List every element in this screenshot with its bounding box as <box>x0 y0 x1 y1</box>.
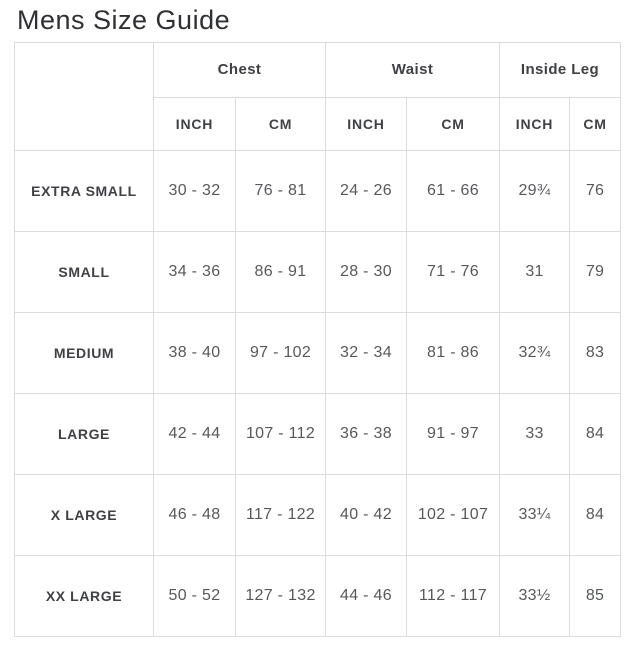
row-label-xx-large: XX LARGE <box>14 554 154 637</box>
cell-chest-inch: 38 - 40 <box>153 311 236 394</box>
unit-header-waist-cm: CM <box>405 96 501 151</box>
cell-insideleg-cm: 83 <box>569 311 622 394</box>
unit-header-chest-cm: CM <box>235 96 326 151</box>
cell-waist-cm: 81 - 86 <box>405 311 501 394</box>
cell-insideleg-cm: 79 <box>569 230 622 313</box>
cell-chest-inch: 34 - 36 <box>153 230 236 313</box>
cell-waist-inch: 32 - 34 <box>325 311 407 394</box>
cell-chest-cm: 107 - 112 <box>235 392 326 475</box>
table-row-small: SMALL 34 - 36 86 - 91 28 - 30 71 - 76 31… <box>14 230 622 313</box>
cell-insideleg-inch: 33¼ <box>499 473 571 556</box>
row-label-large: LARGE <box>14 392 154 475</box>
cell-chest-cm: 117 - 122 <box>235 473 326 556</box>
unit-header-waist-inch: INCH <box>325 96 407 151</box>
row-label-small: SMALL <box>14 230 154 313</box>
cell-waist-inch: 44 - 46 <box>325 554 407 637</box>
cell-chest-inch: 42 - 44 <box>153 392 236 475</box>
cell-chest-cm: 86 - 91 <box>235 230 326 313</box>
cell-waist-cm: 112 - 117 <box>405 554 501 637</box>
cell-waist-cm: 91 - 97 <box>405 392 501 475</box>
column-group-inside-leg: Inside Leg <box>499 41 622 98</box>
table-row-xx-large: XX LARGE 50 - 52 127 - 132 44 - 46 112 -… <box>14 554 622 637</box>
unit-header-insideleg-cm: CM <box>569 96 622 151</box>
table-row-large: LARGE 42 - 44 107 - 112 36 - 38 91 - 97 … <box>14 392 622 475</box>
column-group-chest: Chest <box>153 41 326 98</box>
cell-waist-cm: 102 - 107 <box>405 473 501 556</box>
cell-waist-cm: 71 - 76 <box>405 230 501 313</box>
unit-header-chest-inch: INCH <box>153 96 236 151</box>
table-row-extra-small: EXTRA SMALL 30 - 32 76 - 81 24 - 26 61 -… <box>14 149 622 232</box>
cell-chest-inch: 46 - 48 <box>153 473 236 556</box>
cell-insideleg-inch: 31 <box>499 230 571 313</box>
cell-waist-inch: 24 - 26 <box>325 149 407 232</box>
cell-chest-inch: 30 - 32 <box>153 149 236 232</box>
cell-waist-cm: 61 - 66 <box>405 149 501 232</box>
cell-chest-cm: 76 - 81 <box>235 149 326 232</box>
cell-insideleg-cm: 85 <box>569 554 622 637</box>
cell-insideleg-inch: 33½ <box>499 554 571 637</box>
cell-insideleg-cm: 76 <box>569 149 622 232</box>
cell-chest-cm: 127 - 132 <box>235 554 326 637</box>
cell-chest-cm: 97 - 102 <box>235 311 326 394</box>
cell-insideleg-cm: 84 <box>569 392 622 475</box>
table-row-x-large: X LARGE 46 - 48 117 - 122 40 - 42 102 - … <box>14 473 622 556</box>
cell-waist-inch: 28 - 30 <box>325 230 407 313</box>
cell-insideleg-inch: 32¾ <box>499 311 571 394</box>
corner-cell <box>14 41 154 151</box>
cell-insideleg-cm: 84 <box>569 473 622 556</box>
table-row-medium: MEDIUM 38 - 40 97 - 102 32 - 34 81 - 86 … <box>14 311 622 394</box>
cell-chest-inch: 50 - 52 <box>153 554 236 637</box>
cell-insideleg-inch: 33 <box>499 392 571 475</box>
unit-header-insideleg-inch: INCH <box>499 96 571 151</box>
size-guide-table: Chest Waist Inside Leg INCH CM INCH CM I… <box>14 41 622 637</box>
row-label-extra-small: EXTRA SMALL <box>14 149 154 232</box>
unit-header-row: INCH CM INCH CM INCH CM <box>15 96 622 151</box>
cell-waist-inch: 40 - 42 <box>325 473 407 556</box>
column-group-waist: Waist <box>324 41 501 98</box>
row-label-medium: MEDIUM <box>14 311 154 394</box>
cell-insideleg-inch: 29¾ <box>499 149 571 232</box>
cell-waist-inch: 36 - 38 <box>325 392 407 475</box>
group-header-row: Chest Waist Inside Leg <box>14 41 622 151</box>
page-title: Mens Size Guide <box>17 5 231 35</box>
row-label-x-large: X LARGE <box>14 473 154 556</box>
